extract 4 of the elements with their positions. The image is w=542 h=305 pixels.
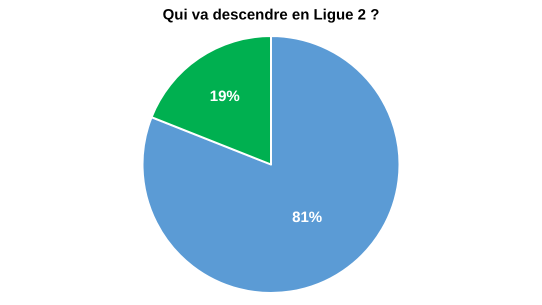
chart-title: Qui va descendre en Ligue 2 ? — [162, 6, 380, 24]
pie-slice — [142, 35, 400, 294]
data-label: 81% — [292, 209, 322, 226]
data-label: 19% — [210, 88, 240, 105]
